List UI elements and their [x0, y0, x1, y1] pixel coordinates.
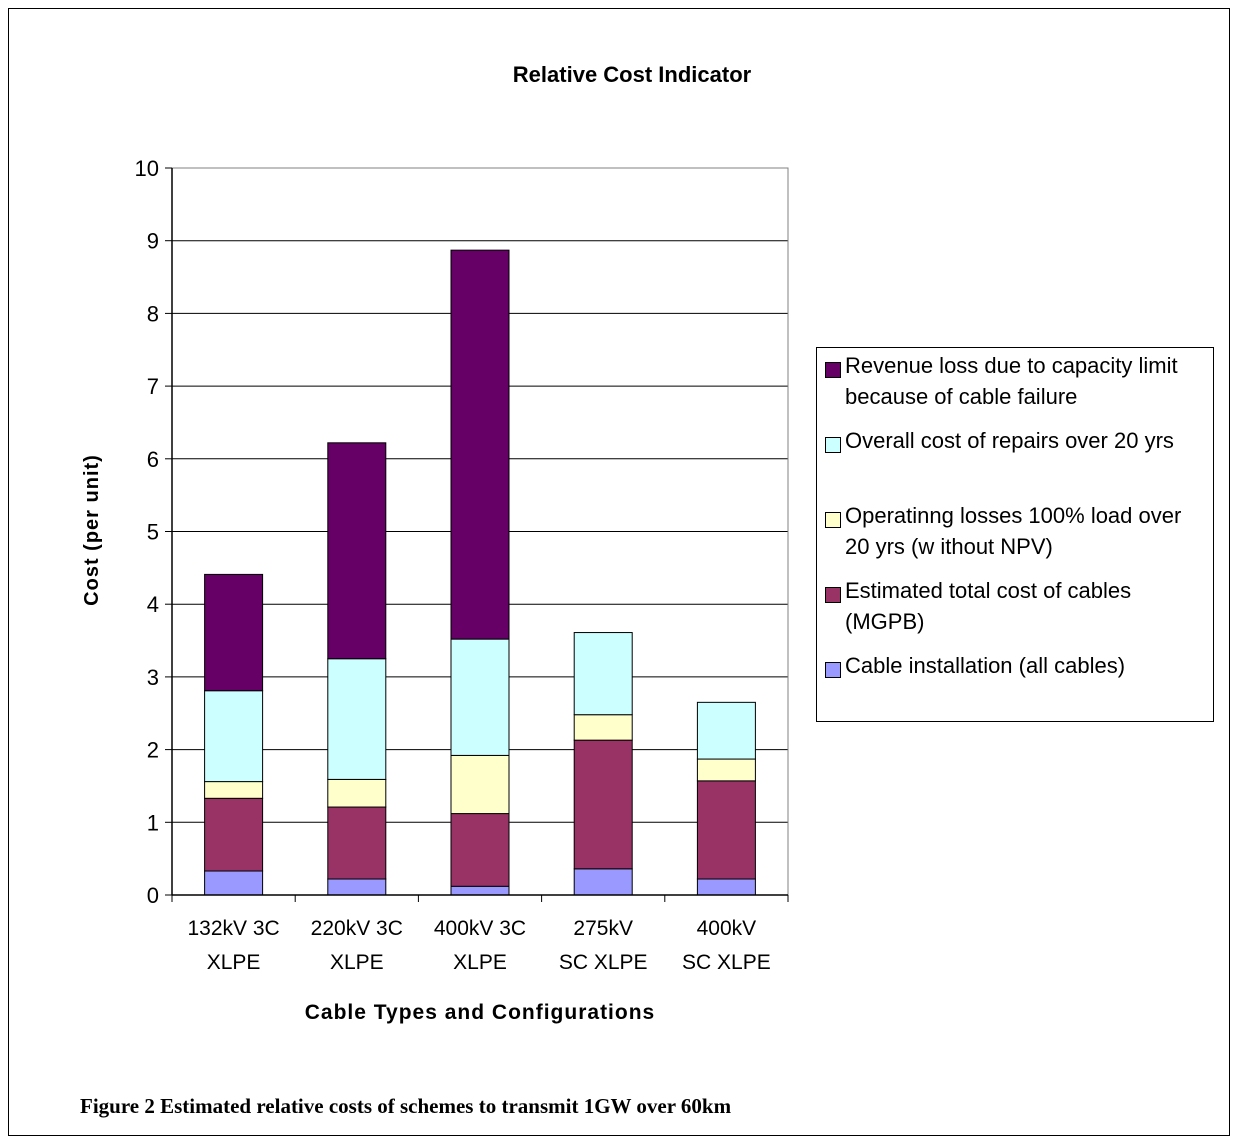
y-tick-label: 5 — [147, 520, 159, 545]
bar-segment — [573, 632, 633, 716]
legend-swatch — [825, 512, 841, 528]
bar-segment — [573, 714, 633, 741]
legend-swatch — [825, 362, 841, 378]
bar-segment — [696, 701, 756, 760]
legend-item: Estimated total cost of cables (MGPB) — [825, 575, 1205, 637]
bar-segment — [327, 878, 387, 896]
y-tick-label: 0 — [147, 883, 159, 908]
x-tick-label: XLPE — [453, 951, 507, 974]
legend-label: Operatinng losses 100% load over 20 yrs … — [845, 503, 1182, 559]
x-tick-label: XLPE — [207, 951, 261, 974]
legend-item: Operatinng losses 100% load over 20 yrs … — [825, 500, 1205, 562]
legend-label: Estimated total cost of cables (MGPB) — [845, 578, 1132, 634]
y-axis-label: Cost (per unit) — [81, 454, 103, 606]
legend: Revenue loss due to capacity limit becau… — [816, 347, 1214, 722]
y-tick-label: 6 — [147, 447, 159, 472]
bar-segment — [327, 806, 387, 880]
figure-caption: Figure 2 Estimated relative costs of sch… — [80, 1094, 732, 1118]
legend-item: Cable installation (all cables) — [825, 650, 1205, 681]
legend-item: Overall cost of repairs over 20 yrs — [825, 425, 1205, 456]
bar-segment — [450, 638, 510, 756]
bar-segment — [327, 778, 387, 808]
bar-segment — [696, 780, 756, 880]
x-tick-label: XLPE — [330, 951, 384, 974]
x-tick-label: 275kV — [573, 917, 633, 940]
y-tick-label: 1 — [147, 810, 159, 835]
bar-segment — [450, 813, 510, 887]
bar-segment — [696, 758, 756, 782]
y-tick-label: 7 — [147, 374, 159, 399]
axes — [165, 167, 789, 902]
bar-segment — [204, 797, 264, 872]
x-tick-label: 400kV — [697, 917, 757, 940]
y-tick-labels: 0 1 2 3 4 5 6 7 8 9 10 — [135, 156, 159, 908]
legend-item: Revenue loss due to capacity limit becau… — [825, 350, 1205, 412]
bar-segment — [573, 739, 633, 870]
legend-swatch — [825, 662, 841, 678]
x-tick-label: SC XLPE — [559, 951, 648, 974]
bar-segment — [573, 868, 633, 896]
x-tick-label: 400kV 3C — [434, 917, 526, 940]
legend-label: Overall cost of repairs over 20 yrs — [845, 428, 1174, 453]
x-tick-labels: 132kV 3C XLPE 220kV 3C XLPE 400kV 3C XLPE 275k… — [187, 917, 770, 974]
y-tick-label: 4 — [147, 592, 159, 617]
y-tick-label: 3 — [147, 665, 159, 690]
bar-segment — [204, 870, 264, 896]
chart-title: Relative Cost Indicator — [513, 62, 752, 87]
x-axis-label: Cable Types and Configurations — [305, 1001, 655, 1024]
bar-segment — [204, 690, 264, 783]
x-tick-label: 220kV 3C — [311, 917, 403, 940]
bar-segment — [450, 885, 510, 896]
legend-swatch — [825, 437, 841, 453]
x-tick-label: 132kV 3C — [187, 917, 279, 940]
legend-label: Cable installation (all cables) — [845, 653, 1126, 678]
y-tick-label: 2 — [147, 738, 159, 763]
bar-segment — [327, 658, 387, 780]
bar-segment — [204, 781, 264, 799]
x-tick-label: SC XLPE — [682, 951, 771, 974]
legend-label: Revenue loss due to capacity limit becau… — [845, 353, 1178, 409]
y-tick-label: 10 — [135, 156, 159, 181]
y-tick-label: 9 — [147, 229, 159, 254]
legend-swatch — [825, 587, 841, 603]
bar-segment — [450, 249, 510, 640]
bar-segment — [696, 878, 756, 896]
bar-segment — [450, 754, 510, 815]
bar-segment — [327, 442, 387, 660]
bars — [204, 249, 756, 896]
bar-segment — [204, 573, 264, 692]
y-tick-label: 8 — [147, 301, 159, 326]
